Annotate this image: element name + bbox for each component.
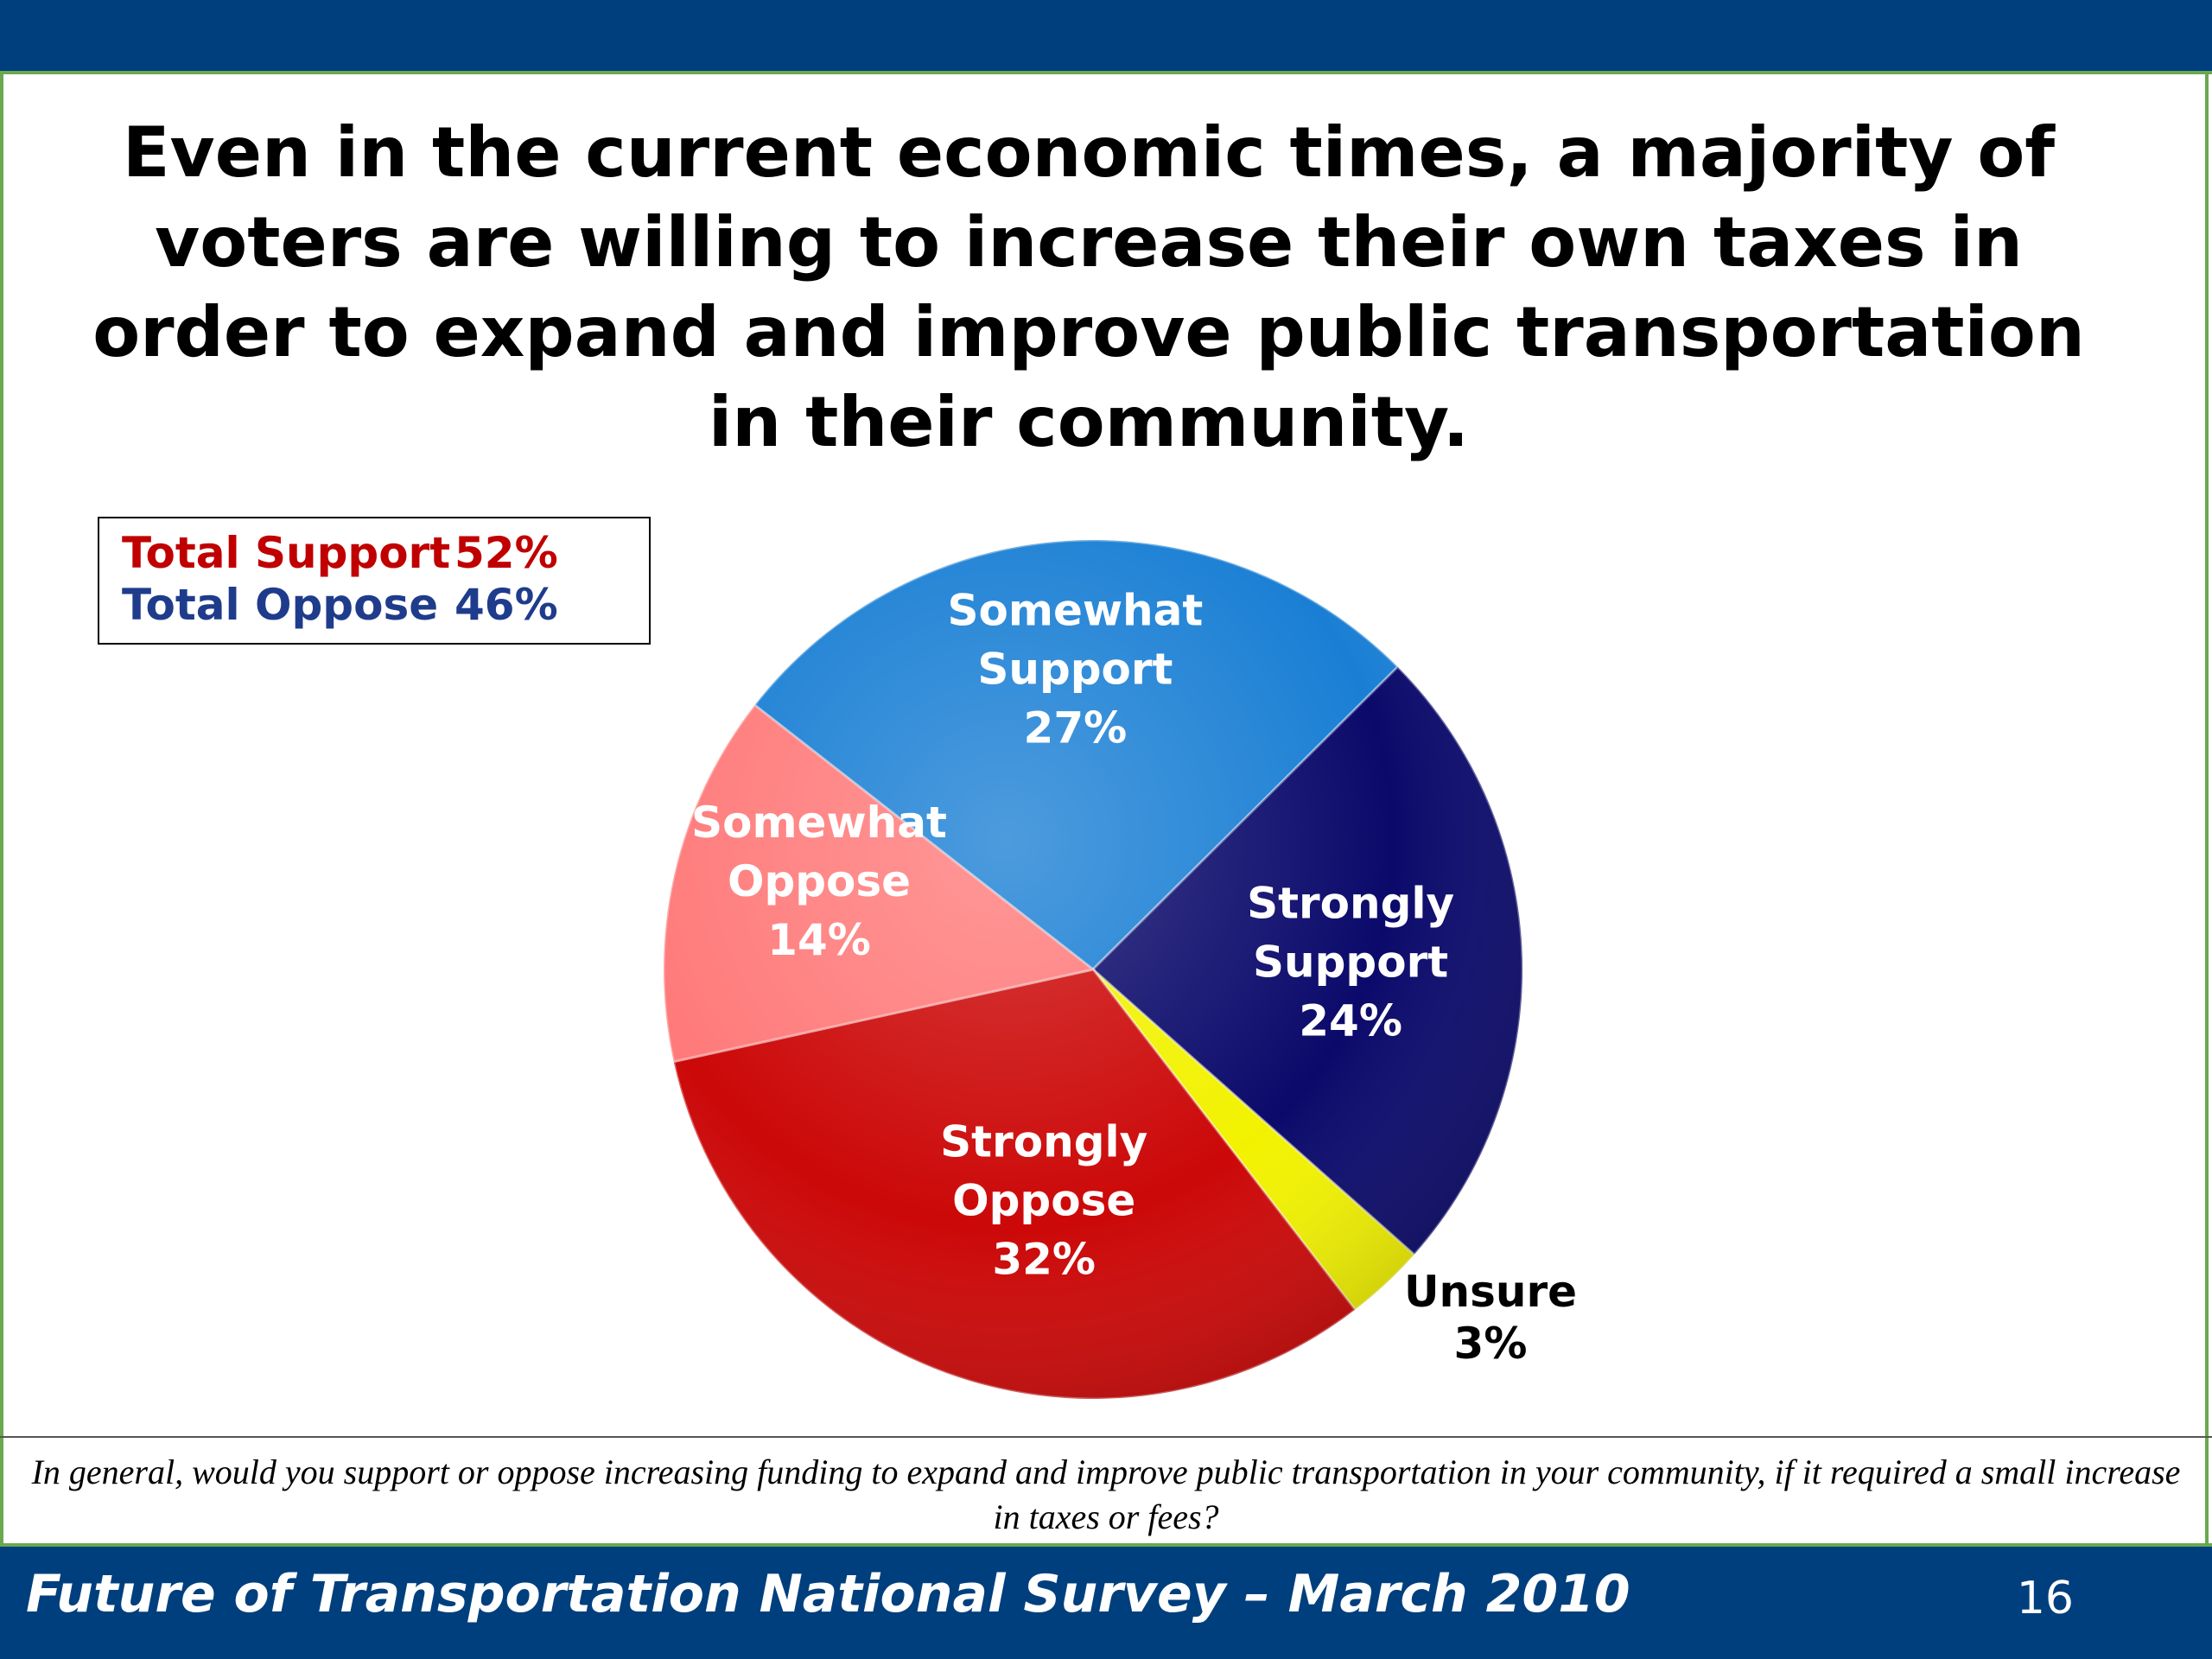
top-banner [0, 0, 2212, 74]
footer-bar: Future of Transportation National Survey… [0, 1543, 2212, 1659]
pie-gloss-overlay [664, 540, 1522, 1399]
total-support-label: Total Support [122, 528, 451, 578]
pie-slices [662, 538, 1524, 1401]
slide-title: Even in the current economic times, a ma… [92, 112, 2085, 462]
pie-label-strongly-support: Strongly Support 24% [1247, 879, 1454, 1046]
total-oppose-label: Total Oppose [122, 580, 439, 630]
page-number: 16 [2016, 1573, 2074, 1624]
pie-labels: Somewhat Support 27% Strongly Support 24% Unsu… [691, 586, 1577, 1369]
pie-label-somewhat-oppose: Somewhat Oppose 14% [691, 798, 947, 965]
slide-frame [0, 74, 2209, 1543]
footer-title: Future of Transportation National Survey… [26, 1564, 1630, 1624]
pie-label-strongly-oppose: Strongly Oppose 32% [940, 1116, 1147, 1284]
question-divider [0, 1436, 2212, 1438]
total-support-value: 52% [454, 528, 558, 578]
totals-box: Total Support 52% Total Oppose 46% [98, 517, 651, 645]
pie-label-unsure: Unsure 3% [1404, 1267, 1577, 1369]
pie-label-somewhat-support: Somewhat Support 27% [947, 586, 1203, 753]
survey-question: In general, would you support or oppose … [31, 1452, 2181, 1536]
total-oppose-row: Total Oppose 46% [122, 579, 649, 631]
total-oppose-value: 46% [454, 580, 558, 630]
total-support-row: Total Support 52% [122, 527, 649, 579]
